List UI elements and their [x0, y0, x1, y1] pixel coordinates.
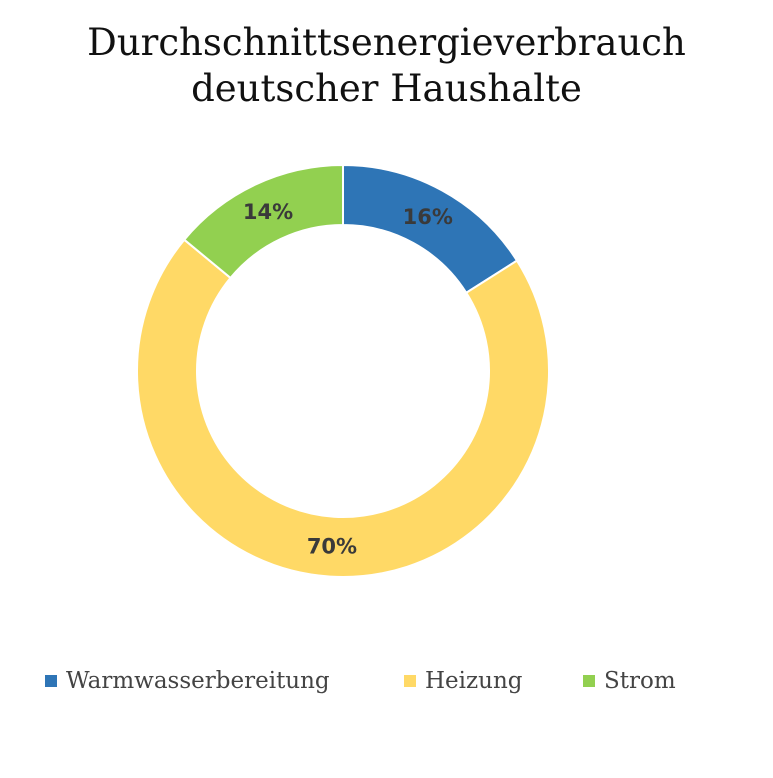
data-label-heizung: 70%	[307, 535, 357, 559]
legend-swatch	[45, 675, 57, 687]
legend: Warmwasserbereitung Heizung Strom	[0, 664, 773, 698]
data-label-warmwasserbereitung: 16%	[403, 205, 453, 229]
legend-label: Warmwasserbereitung	[66, 668, 330, 694]
donut-slice-strom	[182, 163, 344, 280]
legend-item-strom: Strom	[583, 664, 676, 698]
legend-item-warmwasserbereitung: Warmwasserbereitung	[45, 664, 330, 698]
legend-swatch	[583, 675, 595, 687]
donut-slice-warmwasserbereitung	[342, 163, 519, 295]
chart-title-line-1: Durchschnittsenergieverbrauch	[87, 21, 686, 64]
chart-title-line-2: deutscher Haushalte	[191, 67, 582, 110]
legend-label: Heizung	[425, 668, 523, 694]
legend-swatch	[404, 675, 416, 687]
legend-label: Strom	[604, 668, 676, 694]
legend-item-heizung: Heizung	[404, 664, 523, 698]
chart-title: Durchschnittsenergieverbrauch deutscher …	[0, 20, 773, 112]
data-label-strom: 14%	[243, 200, 293, 224]
donut-slice-heizung	[136, 238, 550, 578]
